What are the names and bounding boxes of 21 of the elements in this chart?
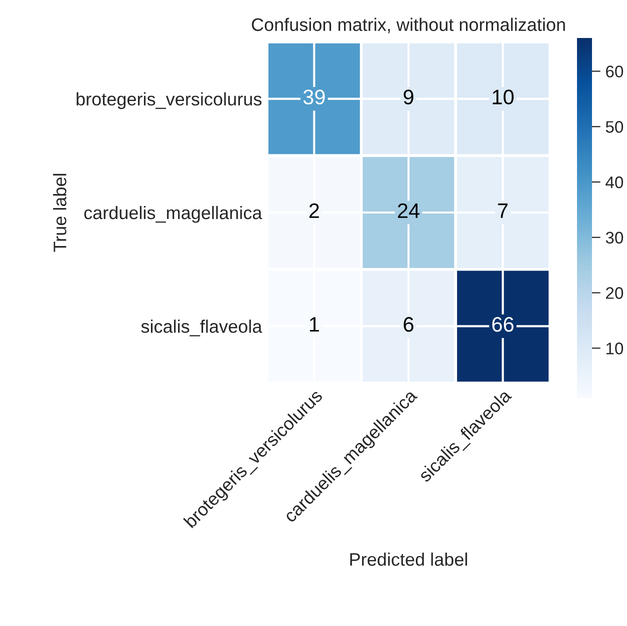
- color-bar-label: 60: [606, 66, 624, 78]
- data-label: 1: [310, 317, 319, 332]
- color-bar-label: 30: [606, 232, 624, 244]
- y-tick-label: sicalis_flaveola: [141, 320, 262, 336]
- data-label: 2: [309, 203, 319, 218]
- chart-title: Confusion matrix, without normalization: [252, 18, 565, 34]
- data-label: 10: [492, 90, 514, 104]
- data-label: 66: [492, 317, 514, 332]
- y-tick-label: carduelis_magellanica: [84, 206, 262, 223]
- y-tick-label: brotegeris_versicolurus: [76, 92, 262, 110]
- data-label: 7: [498, 204, 508, 218]
- y-axis-title: True label: [53, 174, 66, 252]
- data-label: 9: [404, 90, 414, 104]
- data-label: 39: [303, 90, 325, 104]
- color-bar-label: 10: [606, 342, 624, 354]
- data-label: 6: [404, 317, 414, 332]
- x-axis-title: Predicted label: [350, 552, 468, 566]
- data-label: 24: [398, 203, 420, 218]
- color-bar-label: 50: [606, 121, 624, 133]
- color-bar-label: 20: [606, 287, 624, 299]
- color-bar-label: 40: [606, 176, 624, 188]
